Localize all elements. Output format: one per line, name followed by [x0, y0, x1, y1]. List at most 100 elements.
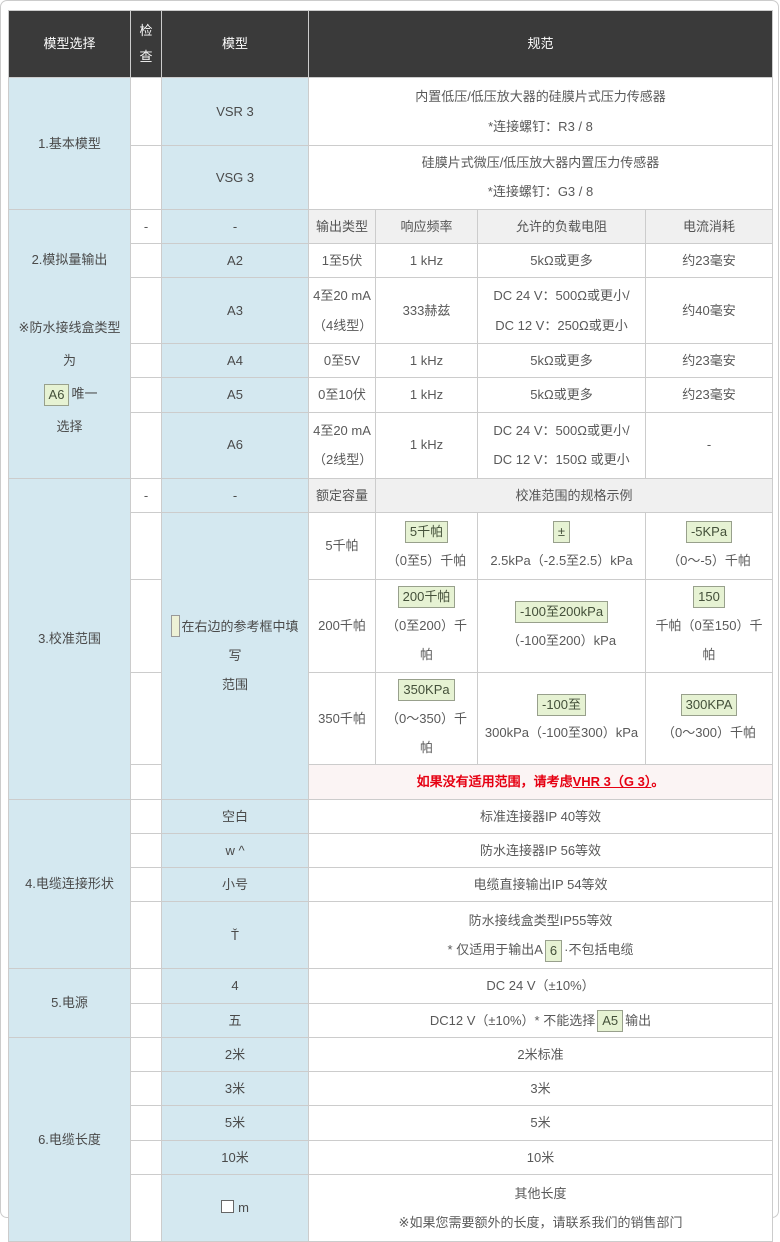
model-power4: 4	[161, 968, 309, 1004]
section6-label: 6.电缆长度	[8, 1036, 131, 1242]
header-spec: 规范	[307, 10, 774, 78]
subheader-capacity: 额定容量	[308, 477, 376, 513]
check-cell-a3[interactable]	[130, 277, 162, 344]
check-cell-alert	[130, 764, 162, 800]
table-row: 如果没有适用范围，请考虑VHR 3（G 3）。	[9, 764, 774, 800]
check-cell-custom-length[interactable]	[130, 1173, 162, 1242]
model-custom-length: m	[161, 1173, 309, 1242]
table-row: 在右边的参考框中填写 范围 5千帕 5千帕 （0至5）千帕 ± 2.5kPa（-…	[9, 511, 774, 800]
table-row: 3.校准范围 - - 额定容量 校准范围的规格示例	[8, 477, 774, 800]
table-row: 小号 电缆直接输出IP 54等效	[9, 866, 774, 903]
table-row: 6.电缆长度 2米 2米标准	[8, 1036, 774, 1242]
check-cell-range-5[interactable]	[130, 511, 162, 580]
check-cell-t[interactable]	[130, 901, 162, 970]
subheader-frequency: 响应频率	[375, 208, 478, 244]
output-a5: 0至10伏	[308, 377, 376, 413]
current-a5: 约23毫安	[644, 377, 774, 413]
a6-highlight-input[interactable]: 6	[544, 939, 563, 962]
spec-power4: DC 24 V（±10%）	[307, 968, 774, 1004]
a6-highlight-input[interactable]: A6	[43, 383, 70, 406]
check-cell-range-200[interactable]	[130, 578, 162, 673]
subheader-output-type: 输出类型	[308, 208, 376, 244]
check-cell-blank[interactable]	[130, 798, 162, 834]
vhr3-link[interactable]: VHR 3（G 3）	[572, 774, 652, 790]
check-cell-3m[interactable]	[130, 1070, 162, 1107]
spec-5m: 5米	[307, 1105, 774, 1141]
check-cell-w[interactable]	[130, 832, 162, 869]
header-model: 模型	[161, 10, 309, 78]
a5-highlight-input[interactable]: A5	[597, 1009, 624, 1033]
freq-a6: 1 kHz	[375, 411, 478, 479]
header-check: 检查	[130, 10, 162, 78]
section2-label: 2.模拟量输出 ※防水接线盒类型 为 A6 唯一 选择	[8, 208, 131, 479]
section2-note: 选择	[56, 419, 83, 435]
check-cell-5m[interactable]	[130, 1105, 162, 1141]
spec-vsr3: 内置低压/低压放大器的硅膜片式压力传感器 *连接螺钉：R3 / 8	[307, 77, 774, 146]
range-value-input[interactable]: 300KPA	[680, 693, 738, 716]
section5-label: 5.电源	[8, 968, 131, 1038]
spec-s: 电缆直接输出IP 54等效	[307, 866, 774, 903]
range-value-input[interactable]: 200千帕	[397, 586, 456, 609]
current-a3: 约40毫安	[644, 277, 774, 344]
section2-note: 为	[62, 352, 76, 368]
spec-10m: 10米	[307, 1139, 774, 1175]
model-a6: A6	[161, 411, 309, 479]
table-row: 五 DC12 V（±10%）* 不能选择 A5 输出	[9, 1002, 774, 1038]
check-cell-range-350[interactable]	[130, 671, 162, 766]
check-cell-10m[interactable]	[130, 1139, 162, 1175]
check-cell-a6[interactable]	[130, 411, 162, 479]
spec-3m: 3米	[307, 1070, 774, 1107]
subheader-dash: -	[130, 477, 162, 513]
table-row: A5 0至10伏 1 kHz 5kΩ或更多 约23毫安	[9, 377, 774, 413]
subheader-dash: -	[130, 208, 162, 244]
spec-custom-length: 其他长度 ※如果您需要额外的长度，请联系我们的销售部门	[307, 1173, 774, 1242]
model-vsg3: VSG 3	[161, 145, 309, 210]
range-value-input[interactable]: -100至200kPa	[514, 600, 609, 623]
length-input-box[interactable]	[221, 1200, 235, 1214]
output-a6: 4至20 mA （2线型）	[308, 411, 376, 479]
example3-350kpa: 300KPA （0～300）千帕	[644, 671, 774, 766]
range-value-input[interactable]: 350KPa	[398, 678, 455, 702]
table-row: A4 0至5V 1 kHz 5kΩ或更多 约23毫安	[9, 342, 774, 379]
example3-5kpa: -5KPa （0～-5）千帕	[644, 511, 774, 580]
range-value-input[interactable]: ±	[552, 520, 571, 544]
freq-a2: 1 kHz	[375, 242, 478, 279]
capacity-350kpa: 350千帕	[308, 671, 376, 766]
subheader-examples: 校准范围的规格示例	[374, 477, 774, 513]
model-3m: 3米	[161, 1070, 309, 1107]
spec-text: 内置低压/低压放大器的硅膜片式压力传感器	[415, 89, 666, 105]
table-row: VSG 3 硅膜片式微压/低压放大器内置压力传感器 *连接螺钉：G3 / 8	[9, 145, 774, 210]
current-a4: 约23毫安	[644, 342, 774, 379]
load-a2: 5kΩ或更多	[477, 242, 646, 279]
check-cell-a4[interactable]	[130, 342, 162, 379]
range-value-input[interactable]: 150	[693, 586, 725, 609]
model-blank: 空白	[161, 798, 309, 834]
spec-vsg3: 硅膜片式微压/低压放大器内置压力传感器 *连接螺钉：G3 / 8	[307, 145, 774, 210]
output-a3: 4至20 mA （4线型）	[308, 277, 376, 344]
model-w: w ^	[161, 832, 309, 869]
check-cell-2m[interactable]	[130, 1036, 162, 1073]
model-a4: A4	[161, 342, 309, 379]
check-cell-power4[interactable]	[130, 968, 162, 1004]
check-cell-a5[interactable]	[130, 377, 162, 413]
model-a2: A2	[161, 242, 309, 279]
range-value-input[interactable]: 5千帕	[404, 520, 449, 544]
check-cell-a2[interactable]	[130, 242, 162, 279]
check-cell-power5[interactable]	[130, 1002, 162, 1038]
check-cell-vsg3[interactable]	[130, 145, 162, 210]
spec-w: 防水连接器IP 56等效	[307, 832, 774, 869]
table-row: A6 4至20 mA （2线型） 1 kHz DC 24 V：500Ω或更小/ …	[9, 411, 774, 479]
table-row: 2.模拟量输出 ※防水接线盒类型 为 A6 唯一 选择 - - 输出类型 响应频率…	[8, 208, 774, 479]
check-cell-vsr3[interactable]	[130, 77, 162, 146]
example2-350kpa: -100至 300kPa（-100至300）kPa	[477, 671, 646, 766]
range-input-box[interactable]	[171, 614, 181, 637]
check-cell-s[interactable]	[130, 866, 162, 903]
current-a2: 约23毫安	[644, 242, 774, 279]
model-s: 小号	[161, 866, 309, 903]
table-header-row: 模型选择 检查 模型 规范	[8, 10, 774, 78]
range-value-input[interactable]: -5KPa	[685, 520, 733, 544]
model-t: Ť	[161, 901, 309, 970]
range-value-input[interactable]: -100至	[536, 693, 587, 716]
